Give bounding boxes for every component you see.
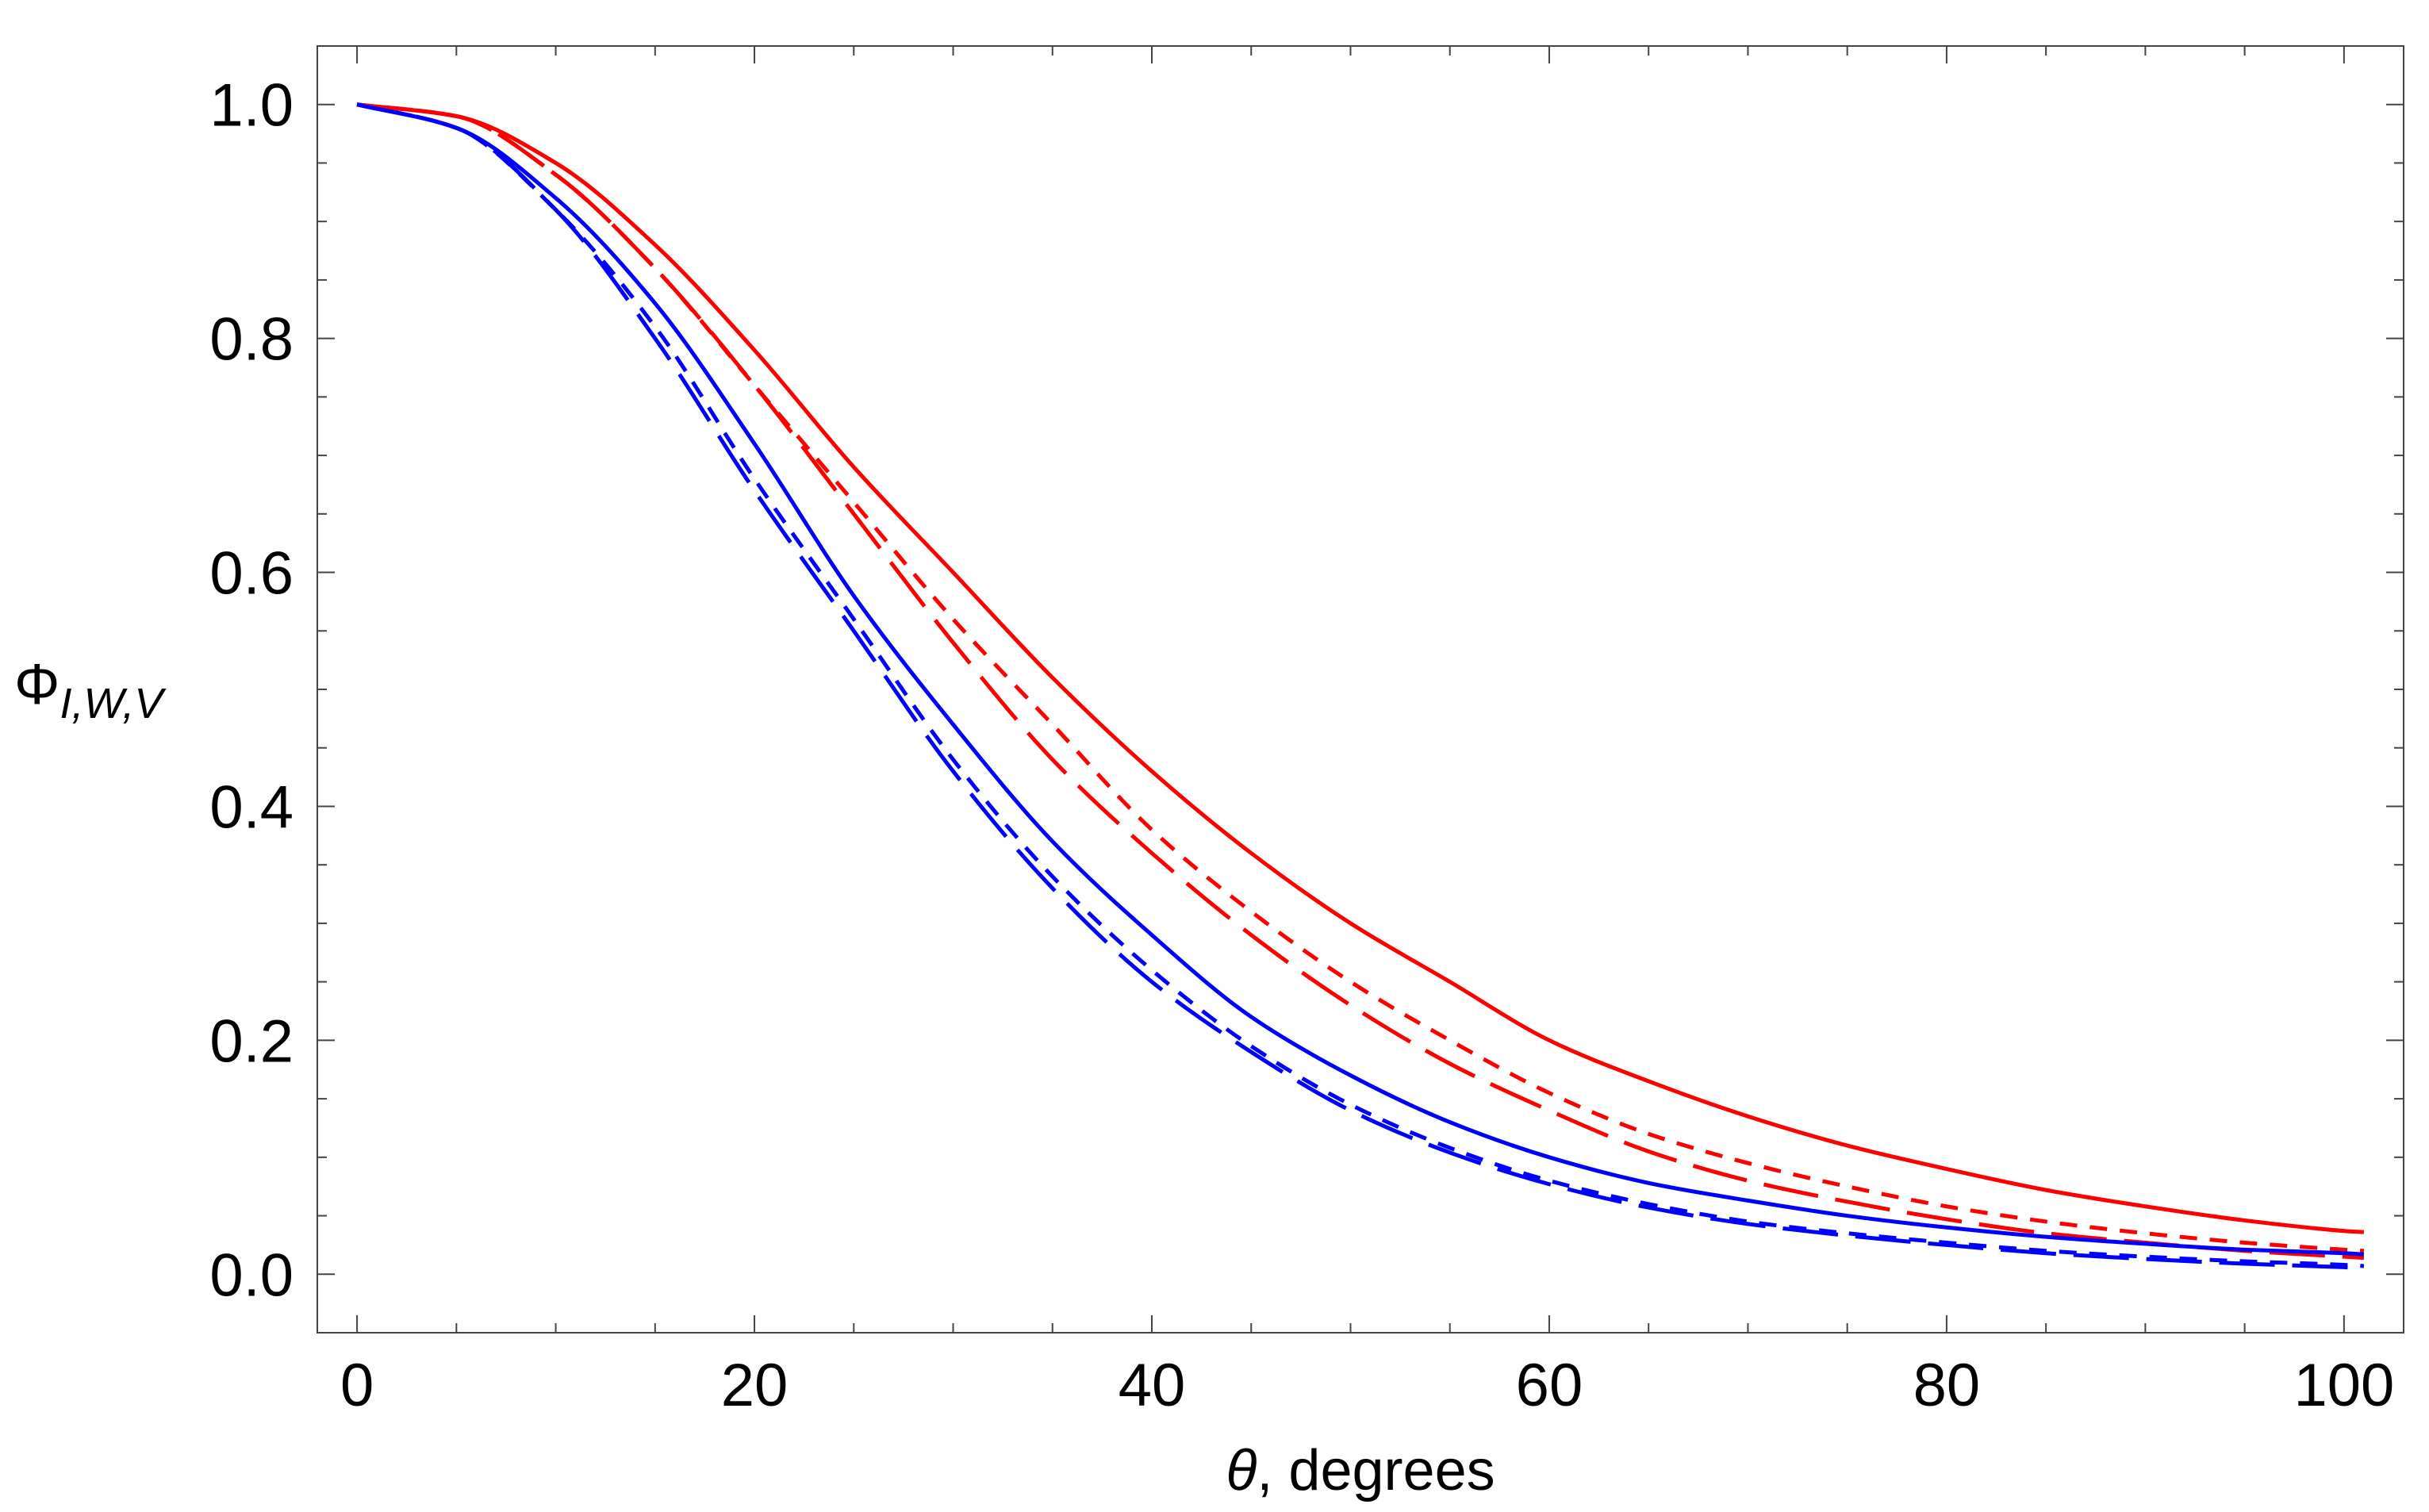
- x-tick-labels: 0 20 40 60 80 100: [340, 1352, 2394, 1419]
- x-tick-label: 60: [1516, 1352, 1583, 1419]
- y-axis-label-subscript: I,W,V: [59, 680, 167, 727]
- series-line-red-solid: [356, 102, 2365, 1234]
- tick-marks: [317, 45, 2404, 1334]
- y-tick-label: 0.2: [209, 1007, 294, 1075]
- series-layer: [356, 102, 2365, 1271]
- x-tick-label: 0: [340, 1352, 374, 1419]
- y-axis-label: ΦI,W,V: [14, 653, 167, 727]
- series-line-blue-solid: [356, 102, 2365, 1257]
- x-tick-label: 80: [1913, 1352, 1981, 1419]
- y-tick-label: 0.0: [209, 1241, 294, 1309]
- y-tick-label: 0.4: [209, 773, 294, 841]
- y-tick-labels: 0.0 0.2 0.4 0.6 0.8 1.0: [209, 72, 294, 1310]
- x-tick-label: 20: [721, 1352, 789, 1419]
- plot-frame: [317, 45, 2404, 1334]
- x-axis-label-symbol: θ: [1226, 1439, 1257, 1502]
- series-line-blue-long-dash: [356, 102, 2365, 1271]
- x-tick-label: 40: [1119, 1352, 1186, 1419]
- y-axis-label-symbol: Φ: [14, 653, 59, 716]
- x-axis-label-text: , degrees: [1257, 1439, 1495, 1502]
- y-tick-label: 0.8: [209, 306, 294, 374]
- y-tick-label: 1.0: [209, 72, 294, 140]
- series-line-blue-short-dash: [356, 102, 2365, 1268]
- y-tick-label: 0.6: [209, 540, 294, 608]
- series-line-red-long-dash: [356, 102, 2365, 1261]
- x-tick-label: 100: [2293, 1352, 2394, 1419]
- x-axis-label: θ, degrees: [1226, 1439, 1495, 1502]
